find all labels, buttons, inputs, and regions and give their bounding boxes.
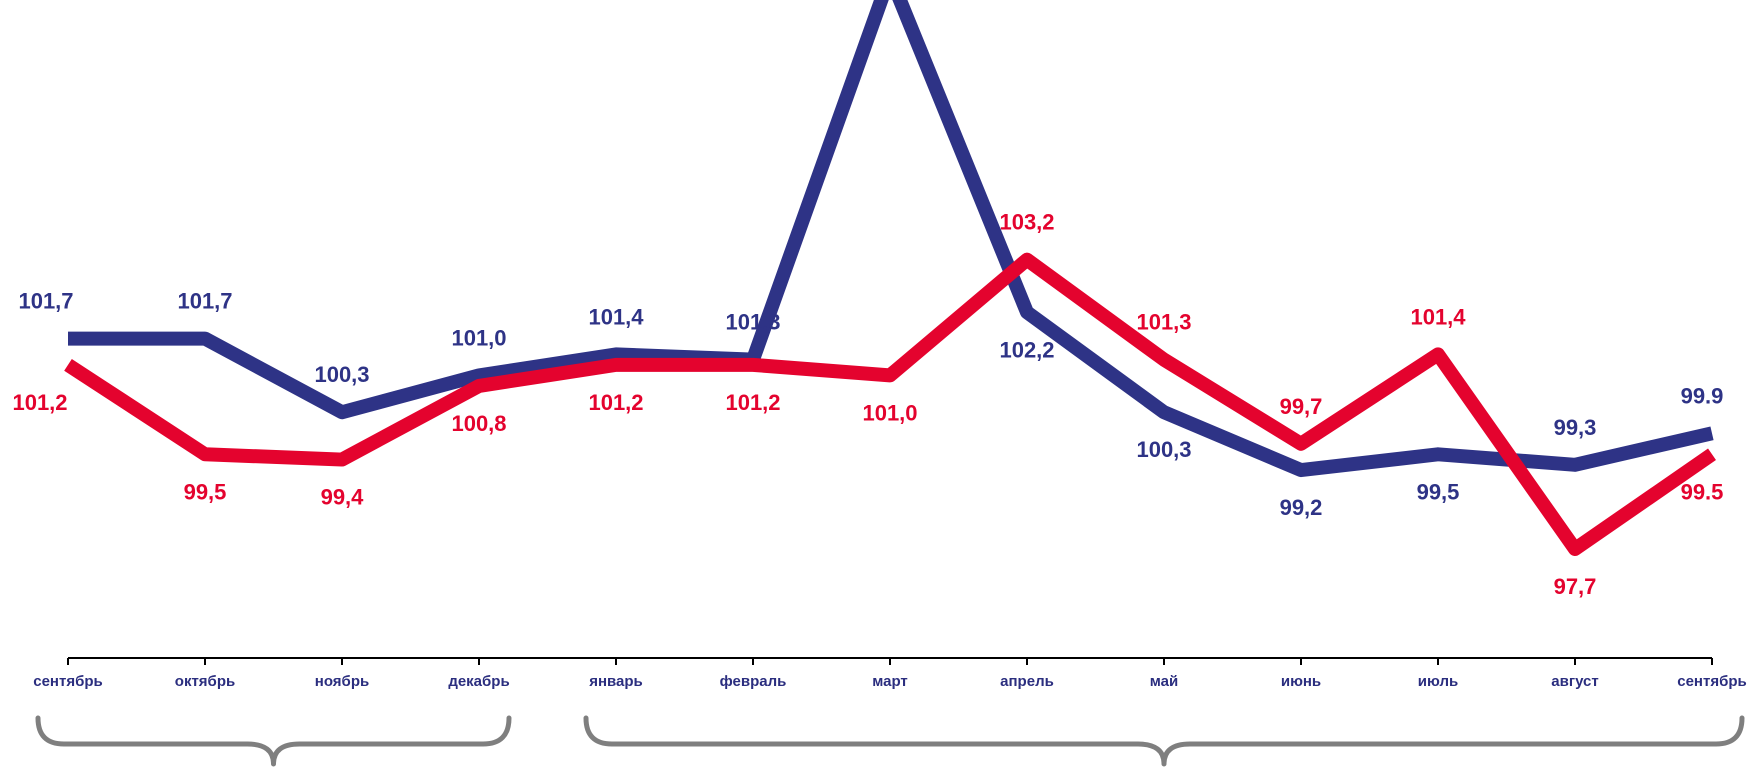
data-label: 99,5 (184, 479, 227, 504)
x-tick-label: декабрь (448, 673, 509, 690)
data-label: 101,7 (18, 289, 73, 314)
period-bracket (583, 715, 1745, 767)
period-brackets (35, 715, 1745, 767)
x-tick-label: октябрь (175, 673, 235, 690)
data-label: 102,2 (999, 337, 1054, 362)
x-tick-label: август (1551, 673, 1598, 690)
data-label: 101,4 (1410, 304, 1466, 329)
data-label: 101,0 (451, 325, 506, 350)
data-label: 99,5 (1417, 479, 1460, 504)
data-label: 97,7 (1554, 574, 1597, 599)
data-label: 99,2 (1280, 495, 1323, 520)
data-label: 101,2 (725, 390, 780, 415)
x-tick-label: сентябрь (1677, 673, 1747, 690)
data-label: 101,4 (588, 304, 644, 329)
data-label: 101,0 (862, 400, 917, 425)
data-label: 103,2 (999, 210, 1054, 235)
period-bracket (35, 715, 512, 767)
series-lines (64, 0, 1716, 556)
x-tick-label: апрель (1000, 673, 1054, 690)
data-label: 101,7 (177, 289, 232, 314)
data-label: 101,2 (588, 390, 643, 415)
data-label: 100,3 (1136, 437, 1191, 462)
data-label: 100,8 (451, 411, 506, 436)
x-tick-label: январь (589, 673, 643, 690)
x-axis: сентябрь октябрь ноябрь декабрь январь феврал… (33, 657, 1747, 690)
data-label: 101,3 (1136, 310, 1191, 335)
data-label: 99.5 (1681, 479, 1724, 504)
data-label: 101,2 (12, 390, 67, 415)
x-tick-label: февраль (720, 673, 787, 690)
data-labels: 101,7101,7100,3101,0101,4101,3108,6102,2… (12, 210, 1724, 599)
series-line-1 (68, 0, 1714, 478)
x-tick-label: май (1150, 673, 1178, 690)
x-tick-label: июнь (1281, 673, 1321, 690)
data-label: 99,3 (1554, 415, 1597, 440)
data-label: 99,4 (321, 485, 365, 510)
data-label: 99.9 (1681, 383, 1724, 408)
x-tick-label: ноябрь (315, 673, 369, 690)
x-tick-label: сентябрь (33, 673, 103, 690)
x-tick-label: июль (1418, 673, 1458, 690)
data-label: 101,3 (725, 310, 780, 335)
series-line-2 (64, 252, 1716, 556)
data-label: 99,7 (1280, 394, 1323, 419)
x-tick-label: март (872, 673, 908, 690)
data-label: 100,3 (314, 362, 369, 387)
